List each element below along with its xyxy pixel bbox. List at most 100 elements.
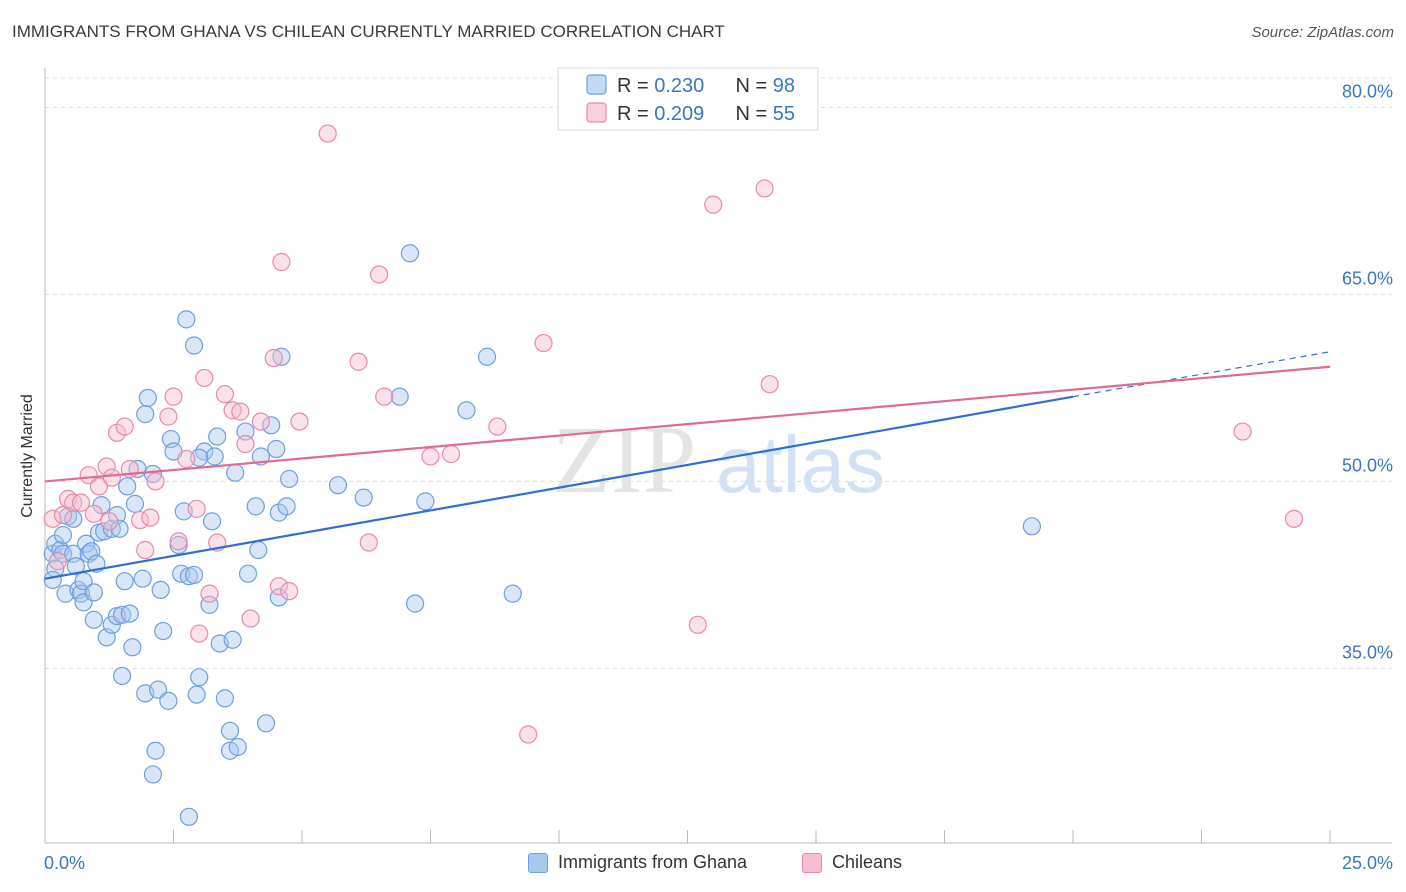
chileans-point bbox=[48, 552, 67, 571]
x-tick-label: 0.0% bbox=[44, 853, 85, 873]
ghana-point bbox=[146, 741, 165, 760]
chileans-point bbox=[269, 577, 288, 596]
chileans-point bbox=[223, 401, 242, 420]
chileans-point bbox=[64, 493, 83, 512]
ghana-point bbox=[272, 347, 291, 366]
n-value: 98 bbox=[773, 75, 795, 97]
chileans-point bbox=[241, 609, 260, 628]
chileans-point bbox=[755, 179, 774, 198]
legend-item-chileans[interactable]: Chileans bbox=[802, 852, 902, 873]
ghana-point bbox=[154, 621, 173, 641]
ghana-point bbox=[262, 416, 281, 435]
chileans-point bbox=[1233, 422, 1252, 441]
legend-item-ghana[interactable]: Immigrants from Ghana bbox=[528, 852, 747, 873]
ghana-point bbox=[328, 476, 348, 495]
chileans-point bbox=[280, 582, 299, 601]
trend-lines bbox=[44, 351, 1331, 580]
ghana-point bbox=[179, 807, 199, 826]
chileans-point bbox=[441, 444, 461, 464]
chileans-point bbox=[359, 533, 378, 552]
chileans-point bbox=[421, 447, 440, 466]
ghana-point bbox=[120, 604, 139, 623]
chileans-point bbox=[215, 385, 234, 404]
stats-row: R = 0.230 N = 98 bbox=[617, 75, 795, 97]
stats-row: R = 0.209 N = 55 bbox=[617, 103, 795, 125]
n-value: 55 bbox=[773, 103, 795, 125]
chileans-point bbox=[760, 375, 779, 394]
chileans-point bbox=[370, 265, 389, 284]
chileans-point bbox=[272, 252, 291, 272]
ghana-point bbox=[125, 494, 145, 513]
chileans-point bbox=[231, 402, 250, 421]
chileans-point bbox=[84, 504, 103, 523]
ghana-point bbox=[118, 477, 137, 496]
chileans-point bbox=[100, 512, 119, 531]
ghana-point bbox=[226, 463, 245, 482]
chileans-trend-line bbox=[44, 365, 1331, 483]
legend-label-ghana: Immigrants from Ghana bbox=[558, 852, 748, 872]
ghana-point bbox=[151, 580, 170, 600]
n-label: N = bbox=[730, 103, 773, 125]
ghana-point bbox=[400, 244, 420, 263]
ghana-point bbox=[115, 572, 134, 591]
r-value: 0.230 bbox=[654, 75, 704, 97]
chileans-point bbox=[89, 477, 109, 496]
chileans-point bbox=[146, 472, 165, 491]
ghana-point bbox=[477, 347, 497, 366]
chileans-point bbox=[1284, 509, 1304, 528]
series-ghana-points bbox=[43, 244, 1041, 826]
ghana-point bbox=[66, 557, 85, 576]
ghana-point bbox=[238, 564, 258, 583]
ghana-point bbox=[177, 310, 196, 329]
chileans-point bbox=[102, 468, 121, 487]
axes bbox=[44, 68, 1392, 844]
ghana-point bbox=[43, 570, 62, 590]
ghana-point bbox=[136, 405, 155, 424]
ghana-point bbox=[64, 509, 83, 528]
legend-label-chileans: Chileans bbox=[832, 852, 903, 872]
chileans-point bbox=[534, 333, 553, 353]
ghana-point bbox=[416, 492, 435, 511]
ghana-point bbox=[277, 497, 296, 516]
r-value: 0.209 bbox=[654, 103, 704, 125]
x-tick-label: 25.0% bbox=[1342, 853, 1393, 873]
ghana-point bbox=[123, 638, 142, 657]
chileans-point bbox=[704, 195, 723, 214]
y-tick-label: 50.0% bbox=[1342, 455, 1393, 475]
chileans-point bbox=[141, 508, 160, 527]
chileans-point bbox=[190, 624, 209, 643]
ghana-point bbox=[112, 605, 132, 624]
ghana-point bbox=[110, 519, 129, 538]
chileans-point bbox=[519, 725, 538, 744]
legend-swatch-ghana bbox=[528, 852, 548, 873]
chileans-point bbox=[488, 417, 507, 436]
ghana-point bbox=[208, 427, 227, 446]
ghana-point bbox=[138, 388, 157, 408]
chileans-point bbox=[53, 505, 73, 525]
chileans-point bbox=[200, 584, 219, 603]
ghana-trend-line bbox=[44, 395, 1074, 580]
ghana-trend-extension bbox=[1072, 351, 1331, 398]
chileans-point bbox=[79, 466, 98, 485]
ghana-point bbox=[202, 512, 222, 531]
ghana-point bbox=[220, 721, 240, 740]
ghana-point bbox=[390, 387, 409, 406]
chileans-point bbox=[115, 417, 134, 436]
ghana-point bbox=[159, 691, 178, 710]
ghana-point bbox=[143, 464, 163, 484]
ghana-point bbox=[84, 583, 103, 602]
chileans-point bbox=[169, 532, 188, 551]
chileans-point bbox=[43, 509, 62, 528]
series-legend: Immigrants from Ghana Chileans bbox=[0, 852, 1406, 878]
ghana-point bbox=[102, 519, 121, 538]
watermark-zip: ZIP bbox=[552, 406, 696, 513]
ghana-point bbox=[148, 680, 168, 699]
ghana-point bbox=[190, 668, 209, 687]
n-label: N = bbox=[730, 75, 773, 97]
ghana-point bbox=[187, 685, 206, 704]
chileans-point bbox=[290, 412, 309, 431]
chileans-point bbox=[159, 407, 178, 426]
chileans-point bbox=[375, 387, 394, 406]
ghana-point bbox=[190, 448, 209, 467]
ghana-point bbox=[133, 569, 152, 588]
